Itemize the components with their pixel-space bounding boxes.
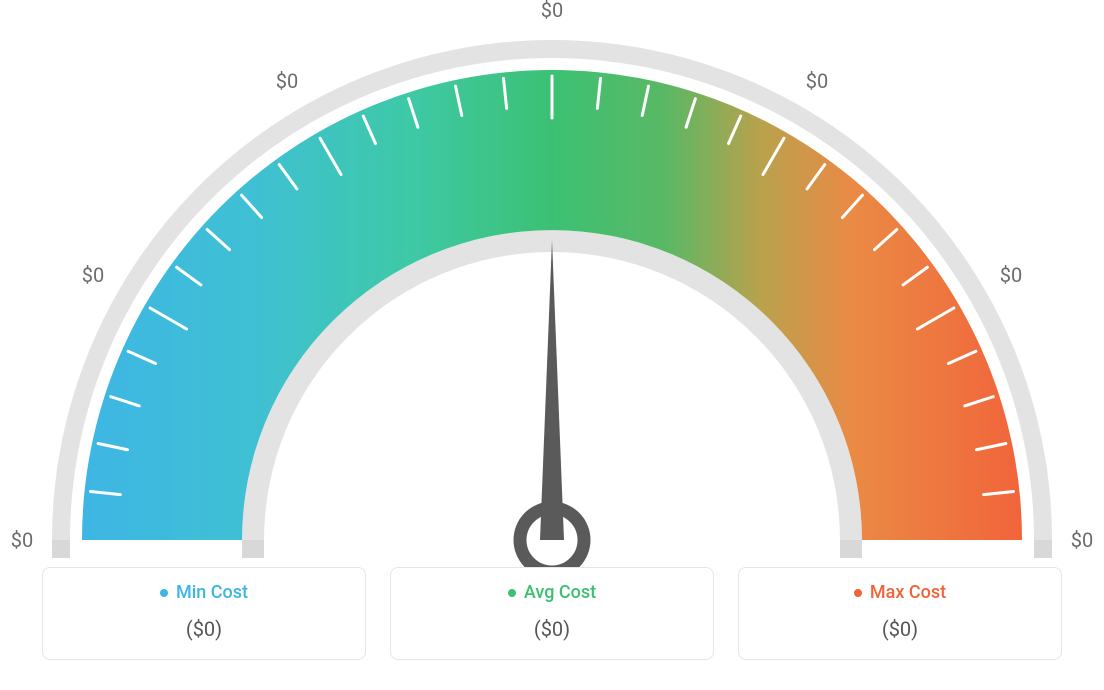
legend-row: Min Cost ($0) Avg Cost ($0) Max Cost ($0…	[42, 567, 1062, 661]
dot-icon	[854, 589, 862, 597]
gauge-tick-label: $0	[541, 0, 563, 22]
gauge-chart: $0$0$0$0$0$0$0	[42, 30, 1062, 570]
gauge-tick-label: $0	[82, 263, 104, 287]
gauge-tick-label: $0	[1071, 528, 1093, 552]
gauge-tick-label: $0	[276, 69, 298, 93]
legend-title-avg: Avg Cost	[508, 582, 596, 603]
legend-value-avg: ($0)	[401, 617, 703, 641]
legend-card-max: Max Cost ($0)	[738, 567, 1062, 661]
legend-title-min: Min Cost	[160, 582, 248, 603]
legend-card-avg: Avg Cost ($0)	[390, 567, 714, 661]
gauge-tick-label: $0	[1000, 263, 1022, 287]
legend-label-min: Min Cost	[176, 582, 248, 603]
dot-icon	[508, 589, 516, 597]
legend-value-max: ($0)	[749, 617, 1051, 641]
legend-card-min: Min Cost ($0)	[42, 567, 366, 661]
legend-label-max: Max Cost	[870, 582, 946, 603]
gauge-svg	[42, 30, 1062, 590]
gauge-tick-label: $0	[11, 528, 33, 552]
legend-label-avg: Avg Cost	[524, 582, 596, 603]
dot-icon	[160, 589, 168, 597]
legend-value-min: ($0)	[53, 617, 355, 641]
gauge-tick-label: $0	[806, 69, 828, 93]
legend-title-max: Max Cost	[854, 582, 946, 603]
